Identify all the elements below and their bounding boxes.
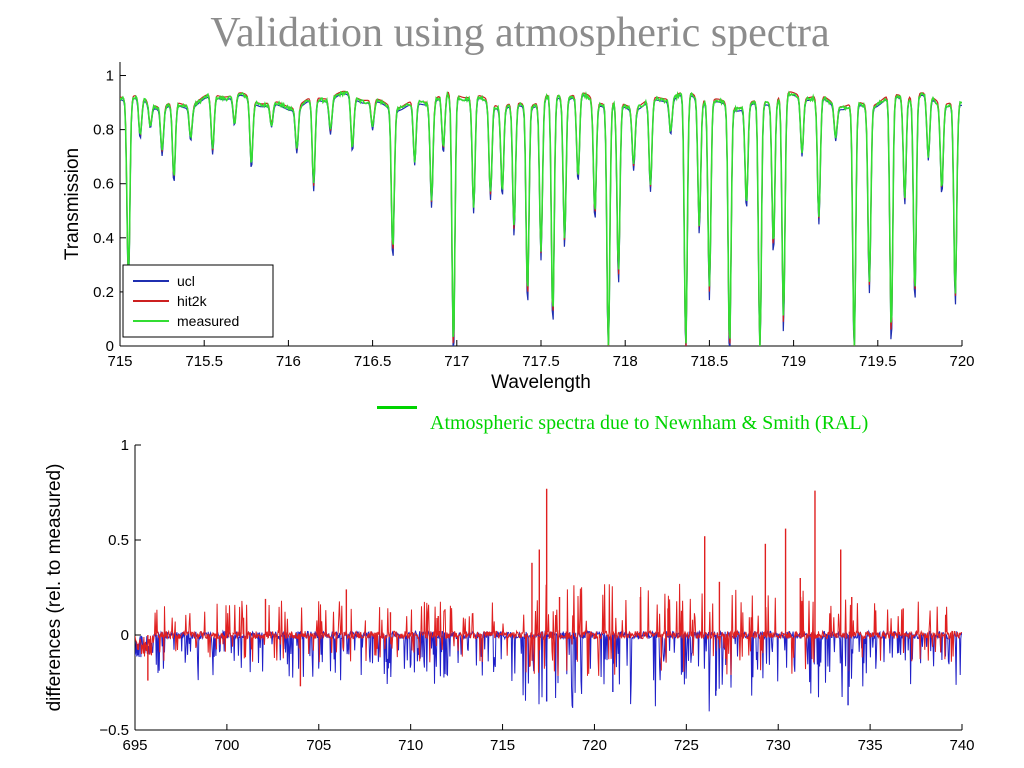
x-tick-label: 715.5 — [185, 353, 223, 370]
y-tick-label: 0.2 — [93, 284, 114, 301]
x-axis-title: Wavelength — [491, 372, 591, 393]
plot-area — [120, 90, 962, 346]
x-tick-label: 719.5 — [859, 353, 897, 370]
series-line-measured — [120, 90, 962, 346]
x-tick-label: 716.5 — [354, 353, 392, 370]
x-tick-label: 715 — [107, 353, 132, 370]
y-tick-label: 0.6 — [93, 176, 114, 193]
series-line-hit2k — [135, 583, 962, 677]
x-tick-label: 695 — [122, 737, 147, 754]
x-tick-label: 725 — [674, 737, 699, 754]
series-line-ucl — [135, 629, 962, 712]
x-tick-label: 719 — [781, 353, 806, 370]
y-tick-label: −0.5 — [99, 722, 129, 739]
x-tick-label: 720 — [582, 737, 607, 754]
x-tick-label: 715 — [490, 737, 515, 754]
credit-annotation: Atmospheric spectra due to Newnham & Smi… — [430, 412, 869, 434]
legend-label-hit2k: hit2k — [177, 293, 208, 309]
x-tick-label: 718.5 — [691, 353, 729, 370]
y-tick-label: 0.5 — [108, 532, 129, 549]
x-tick-label: 718 — [613, 353, 638, 370]
legend: ucl hit2k measured — [122, 264, 274, 338]
page-title: Validation using atmospheric spectra — [210, 10, 830, 56]
y-axis-title: differences (rel. to measured) — [44, 464, 65, 712]
y-tick-label: 1 — [106, 68, 114, 85]
x-tick-label: 705 — [306, 737, 331, 754]
y-tick-label: 0.8 — [93, 122, 114, 139]
y-tick-label: 0 — [121, 627, 129, 644]
y-tick-label: 0.4 — [93, 230, 114, 247]
differences-chart: 695 700 705 710 715 720 725 730 735 740 −0.5 0 0.5 1 d… — [44, 437, 975, 754]
y-axis-title: Transmission — [62, 148, 83, 260]
x-tick-label: 717 — [444, 353, 469, 370]
x-tick-label: 716 — [276, 353, 301, 370]
plot-area — [135, 488, 962, 712]
x-tick-label: 710 — [398, 737, 423, 754]
x-tick-label: 720 — [949, 353, 974, 370]
transmission-chart: 715 715.5 716 716.5 717 717.5 718 718.5 719 719.5… — [62, 62, 975, 393]
x-tick-label: 730 — [766, 737, 791, 754]
x-tick-label: 735 — [858, 737, 883, 754]
x-tick-label: 700 — [214, 737, 239, 754]
x-tick-label: 740 — [949, 737, 974, 754]
y-tick-label: 1 — [121, 437, 129, 454]
legend-label-ucl: ucl — [177, 273, 195, 289]
legend-label-measured: measured — [177, 313, 239, 329]
credit-legend-line — [377, 406, 417, 409]
y-tick-label: 0 — [106, 338, 114, 355]
x-tick-label: 717.5 — [522, 353, 560, 370]
